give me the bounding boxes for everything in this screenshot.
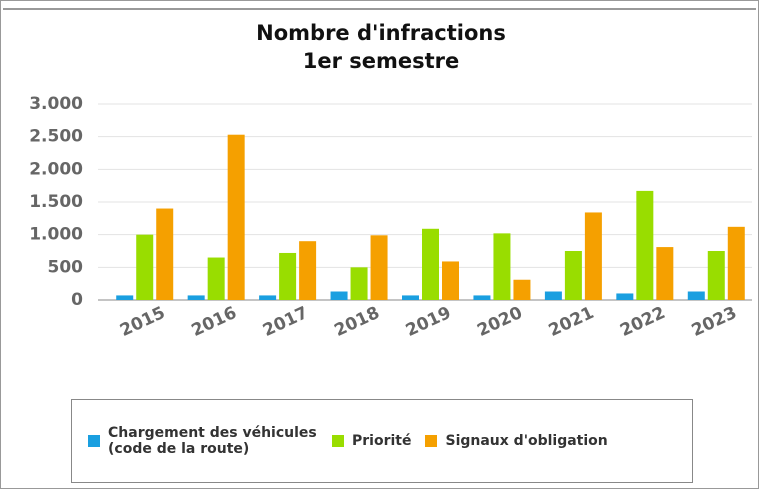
chart-subtitle: 1er semestre (303, 49, 460, 73)
bar (513, 279, 531, 300)
chart: Nombre d'infractions 1er semestre 0 500 1.… (3, 8, 756, 341)
legend-label: Signaux d'obligation (445, 433, 608, 449)
y-tick-label: 500 (48, 257, 84, 277)
y-tick-label: 3.000 (29, 94, 83, 114)
x-tick-label: 2019 (403, 303, 454, 341)
chart-title: Nombre d'infractions (256, 21, 506, 45)
bar (299, 241, 317, 300)
legend-label: Chargement des véhicules (code de la rou… (108, 425, 317, 457)
legend-swatch (332, 435, 344, 447)
bar (279, 252, 297, 300)
bar (422, 228, 439, 300)
x-tick-label: 2023 (689, 303, 740, 341)
bar (402, 295, 419, 300)
bar (207, 257, 225, 300)
x-tick-label: 2016 (188, 303, 239, 341)
x-tick-label: 2020 (474, 303, 525, 341)
bar (259, 295, 277, 300)
y-tick-label: 2.500 (29, 127, 83, 147)
bar (727, 226, 745, 300)
bar (656, 247, 674, 300)
legend-swatch (88, 435, 100, 447)
legend: Chargement des véhicules (code de la rou… (71, 399, 693, 483)
bar (636, 190, 654, 300)
x-tick-label: 2015 (117, 303, 168, 341)
bar (330, 291, 348, 300)
bar (442, 261, 459, 300)
bar (687, 291, 705, 300)
y-tick-label: 1.500 (29, 192, 83, 212)
bar (156, 208, 174, 300)
bar (136, 234, 154, 300)
x-tick-label: 2022 (617, 303, 668, 341)
y-tick-label: 1.000 (29, 225, 83, 245)
x-tick-label: 2017 (260, 303, 311, 341)
bar (473, 295, 491, 300)
legend-item: Signaux d'obligation (425, 433, 608, 449)
bar (227, 134, 245, 300)
bar (616, 293, 634, 300)
x-tick-label: 2021 (546, 303, 597, 341)
bar (370, 235, 388, 300)
x-tick-label: 2018 (331, 303, 382, 341)
bar (544, 291, 562, 300)
bar (350, 267, 368, 300)
y-tick-label: 0 (71, 290, 83, 310)
bar (584, 212, 602, 300)
bar (564, 251, 582, 300)
legend-item: Chargement des véhicules (code de la rou… (88, 425, 318, 457)
bar (187, 295, 205, 300)
bar (493, 233, 511, 300)
legend-swatch (425, 435, 438, 447)
legend-label: Priorité (352, 433, 412, 449)
bar (707, 251, 725, 300)
bar (116, 295, 134, 300)
y-tick-label: 2.000 (29, 159, 83, 179)
legend-item: Priorité (332, 433, 411, 449)
